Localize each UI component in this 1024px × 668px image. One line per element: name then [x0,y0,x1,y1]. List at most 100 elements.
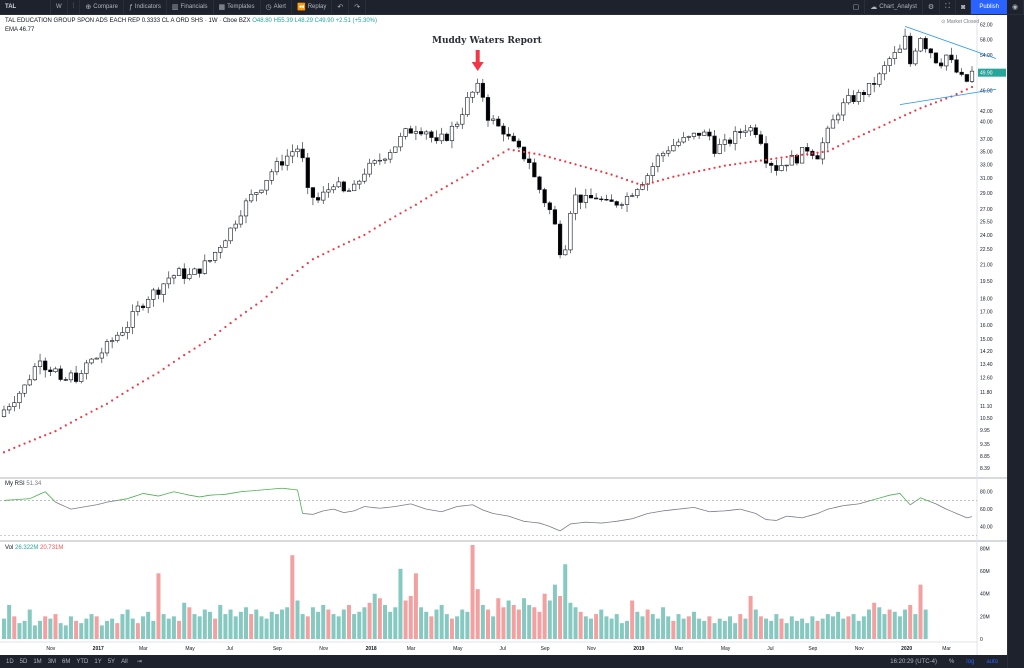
volume-bar [48,618,53,639]
candle-down [939,62,944,67]
financials-button[interactable]: ▥ Financials [167,0,214,14]
range-ytd[interactable]: YTD [76,658,89,665]
ema-point [661,178,665,181]
toolbar-right: ▢ ☁ Chart_Analyst ⚙ ⛶ ◙ Publish ◉ [848,0,1024,14]
rsi-line-segment [281,487,288,490]
rsi-line-segment [925,499,931,503]
volume-bar [728,616,732,639]
ema-point [888,121,891,124]
range-6m[interactable]: 6M [62,658,71,665]
range-3m[interactable]: 3M [47,658,57,665]
rsi-line-segment [668,509,674,511]
candle-down [707,131,712,137]
rsi-line-segment [729,509,736,511]
chart-area[interactable]: 62.00 58.00 54.00 49.90 46.00 42.00 40.00 37.00… [0,15,1007,655]
ema-point [188,350,191,353]
ema-point [214,333,217,337]
candle-up [748,127,753,132]
rsi-line-segment [348,510,355,513]
redo-button[interactable]: ↷ [349,0,367,14]
volume-bar [552,584,557,639]
volume-bar [89,614,94,639]
settings-button[interactable]: ⚙ [923,0,941,14]
templates-button[interactable]: ▦ Templates [214,0,261,14]
symbol-search[interactable]: TAL [0,0,51,14]
ema-point [316,255,320,258]
rsi-line-segment [863,500,870,503]
ideas-button[interactable]: ◉ [1007,0,1024,14]
percent-toggle[interactable]: % [948,658,955,665]
undo-button[interactable]: ↶ [332,0,350,14]
price-tick-label: 10.50 [980,416,993,422]
range-1d[interactable]: 1D [6,658,14,665]
volume-bar [820,618,825,639]
volume-bar [166,618,171,639]
volume-bar [372,593,377,639]
ema-point [620,177,623,180]
clock-readout[interactable]: 16:20:29 (UTC-4) [890,658,937,665]
ema-point [208,337,212,341]
volume-bar [583,616,588,639]
ema-point [476,166,479,170]
ema-point [162,367,165,371]
rsi-line-segment [338,510,344,513]
auto-toggle[interactable]: auto [986,658,998,665]
indicators-button[interactable]: ƒ Indicators [124,0,167,14]
rsi-line-segment [868,499,875,502]
rsi-value: 51.34 [26,481,42,487]
ema-point [708,167,711,171]
range-5d[interactable]: 5D [19,658,28,665]
time-tick-label: Nov [46,646,55,652]
candle-up [321,191,326,201]
volume-bar [506,600,511,639]
snapshot-button[interactable]: ◙ [956,0,972,14]
candle-up [377,159,382,162]
interval-button[interactable]: W [51,0,68,14]
candle-down [182,268,187,279]
symbol-label: TAL [5,4,17,10]
ema-point [177,357,181,360]
candle-up [125,327,130,333]
ema-point [69,421,73,424]
chart-canvas[interactable]: 62.00 58.00 54.00 49.90 46.00 42.00 40.00 37.00… [0,15,1007,655]
range-1m[interactable]: 1M [33,658,42,665]
rsi-line-segment [163,492,169,495]
rsi-line-segment [148,493,154,496]
ema-point [404,209,407,212]
price-tick-label: 25.50 [980,219,993,225]
range-5y[interactable]: 5Y [107,658,116,665]
layout-name-button[interactable]: ☁ Chart_Analyst [865,0,923,14]
candle-up [94,357,99,360]
ema-point [471,170,474,173]
fullscreen-button[interactable]: ⛶ [940,0,957,14]
time-tick-label: Jul [767,646,773,652]
rsi-line-segment [940,506,947,510]
layout-grid-button[interactable]: ▢ [848,0,866,14]
ema-point [940,99,943,102]
alert-button[interactable]: ◷ Alert [261,0,292,14]
replay-button[interactable]: ⏪ Replay [292,0,333,14]
ema-point [842,142,845,145]
candle-up [176,268,182,276]
log-toggle[interactable]: log [966,658,975,665]
chart-style-button[interactable]: ⫶ [68,0,81,14]
rsi-line-segment [199,495,205,498]
goto-date-icon[interactable]: ⇥ [136,659,142,665]
rsi-line-segment [379,507,386,509]
rsi-line-segment [776,517,782,521]
publish-button[interactable]: Publish [971,0,1007,14]
range-all[interactable]: All [121,658,128,665]
candle-down [928,48,933,54]
volume-bar [846,616,851,639]
ema-point [723,164,726,167]
range-1y[interactable]: 1Y [94,658,102,665]
rsi-line-segment [601,522,607,524]
volume-bar [125,609,130,639]
volume-bar [362,607,367,639]
rsi-line-segment [801,516,808,519]
ema-point [95,407,98,411]
rsi-line-segment [112,500,118,502]
candle-up [249,194,254,202]
rsi-label: My RSI [5,481,25,487]
compare-button[interactable]: ⊕ Compare [80,0,124,14]
